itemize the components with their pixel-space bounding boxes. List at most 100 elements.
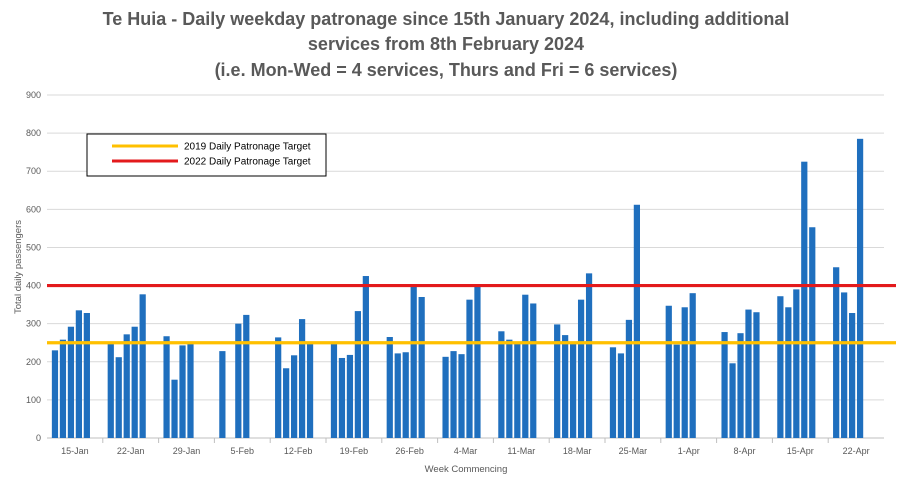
bar [665, 305, 672, 438]
bar [83, 313, 90, 438]
bar [115, 357, 122, 438]
bar [123, 334, 130, 438]
bar [275, 337, 282, 438]
y-tick-label: 700 [26, 166, 41, 176]
reference-lines [47, 283, 896, 345]
y-axis-title: Total daily passengers [13, 220, 24, 314]
bar [514, 342, 521, 438]
bar [442, 356, 449, 438]
bar [737, 333, 744, 438]
bar [617, 353, 625, 438]
bar [410, 286, 417, 438]
bar [330, 343, 338, 438]
bar [721, 332, 728, 438]
bar [235, 323, 242, 438]
bar [291, 355, 298, 438]
bar [107, 343, 114, 438]
x-tick-label: 18-Mar [563, 446, 592, 456]
x-axis-ticks: 15-Jan 22-Jan 29-Jan 5-Feb 12-Feb 19-Feb 26-Fe… [61, 438, 870, 456]
y-tick-label: 300 [26, 319, 41, 329]
bar [522, 294, 529, 438]
bar [625, 319, 633, 438]
bar [554, 324, 561, 438]
bar [298, 319, 306, 438]
x-tick-label: 8-Apr [733, 446, 755, 456]
bar [856, 138, 864, 438]
x-tick-label: 29-Jan [173, 446, 201, 456]
bar [570, 342, 577, 438]
bar [163, 336, 170, 438]
legend-label: 2022 Daily Patronage Target [184, 157, 311, 168]
x-tick-label: 11-Mar [507, 446, 535, 456]
bar [833, 267, 840, 438]
x-axis-title: Week Commencing [425, 464, 508, 475]
bar [585, 273, 593, 438]
bar [562, 335, 569, 438]
bar [745, 309, 752, 438]
bar [681, 307, 688, 438]
bar [458, 354, 465, 438]
bar [171, 379, 178, 438]
bar [131, 326, 138, 438]
bar [689, 293, 696, 438]
x-tick-label: 15-Jan [61, 446, 89, 456]
bar [187, 343, 194, 438]
y-axis-ticks: 0 100 200 300 400 500 600 700 800 900 [26, 90, 41, 443]
bar [466, 299, 473, 438]
bar [729, 363, 736, 438]
legend-box [86, 133, 327, 177]
bar [577, 299, 585, 438]
y-tick-label: 100 [26, 395, 41, 405]
bar [402, 352, 409, 438]
bar [179, 345, 186, 438]
bar [354, 311, 361, 438]
bar [306, 343, 314, 438]
bar [793, 289, 800, 438]
bar [51, 350, 59, 438]
x-tick-label: 25-Mar [619, 446, 648, 456]
bar [849, 313, 856, 438]
bar [75, 310, 82, 438]
bar [386, 337, 393, 438]
bar [474, 286, 481, 438]
chart-title-line-2: services from 8th February 2024 [308, 34, 584, 54]
bar [59, 339, 67, 438]
bar [785, 307, 792, 438]
bar [841, 292, 848, 438]
bar [506, 339, 513, 438]
bar [243, 314, 250, 438]
bar [633, 204, 640, 438]
legend: 2019 Daily Patronage Target 2022 Daily Pa… [86, 133, 327, 177]
bar [418, 296, 425, 438]
x-tick-label: 15-Apr [787, 446, 814, 456]
x-tick-label: 22-Jan [117, 446, 145, 456]
bar [346, 354, 354, 438]
y-tick-label: 500 [26, 242, 41, 252]
bar [801, 161, 808, 438]
bar [673, 344, 680, 438]
y-tick-label: 200 [26, 357, 41, 367]
bar [67, 326, 75, 438]
x-tick-label: 1-Apr [678, 446, 700, 456]
x-tick-label: 22-Apr [843, 446, 870, 456]
y-tick-label: 0 [36, 433, 41, 443]
x-tick-label: 12-Feb [284, 446, 313, 456]
chart-title-line-3: (i.e. Mon-Wed = 4 services, Thurs and Fr… [215, 60, 678, 80]
bar [498, 331, 505, 438]
bar [809, 227, 816, 438]
bar [450, 351, 457, 438]
chart-title: Te Huia - Daily weekday patronage since … [103, 9, 790, 80]
bar [777, 296, 784, 438]
bar [283, 368, 290, 438]
y-tick-label: 800 [26, 128, 41, 138]
bar [753, 312, 760, 438]
bar [530, 303, 537, 438]
bar [609, 347, 617, 438]
x-tick-label: 5-Feb [231, 446, 255, 456]
x-tick-label: 4-Mar [454, 446, 478, 456]
x-tick-label: 26-Feb [395, 446, 424, 456]
bars [51, 138, 864, 438]
y-tick-label: 400 [26, 281, 41, 291]
bar [362, 276, 369, 438]
